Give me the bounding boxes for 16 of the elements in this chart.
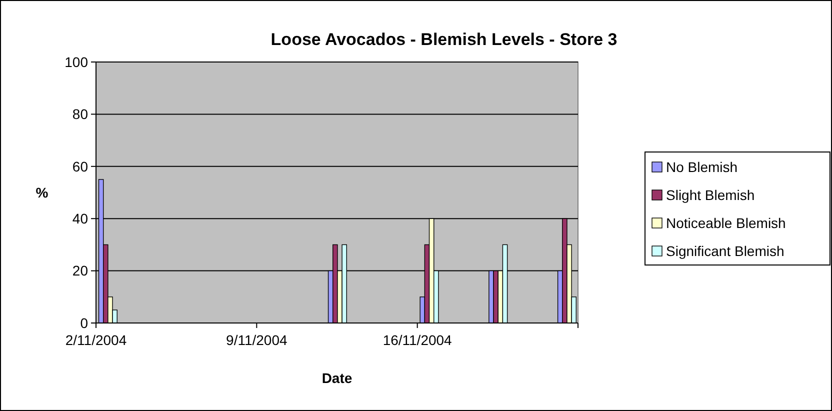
legend-label: Significant Blemish bbox=[666, 242, 784, 259]
legend-label: Slight Blemish bbox=[666, 186, 755, 203]
x-axis-title: Date bbox=[322, 370, 352, 386]
x-tick-label: 2/11/2004 bbox=[65, 332, 127, 348]
legend-label: Noticeable Blemish bbox=[666, 214, 786, 231]
y-tick-label: 0 bbox=[80, 314, 88, 331]
y-axis-title: % bbox=[36, 184, 49, 200]
y-tick-label: 100 bbox=[64, 54, 88, 70]
y-tick-label: 80 bbox=[72, 106, 88, 122]
x-tick-label: 16/11/2004 bbox=[382, 332, 452, 348]
y-tick-label: 20 bbox=[72, 262, 88, 279]
y-tick-label: 40 bbox=[72, 210, 88, 226]
x-tick-label: 9/11/2004 bbox=[226, 332, 288, 348]
y-tick-label: 60 bbox=[72, 158, 88, 174]
chart-title: Loose Avocados - Blemish Levels - Store 3 bbox=[270, 30, 618, 49]
legend-label: No Blemish bbox=[666, 158, 738, 175]
